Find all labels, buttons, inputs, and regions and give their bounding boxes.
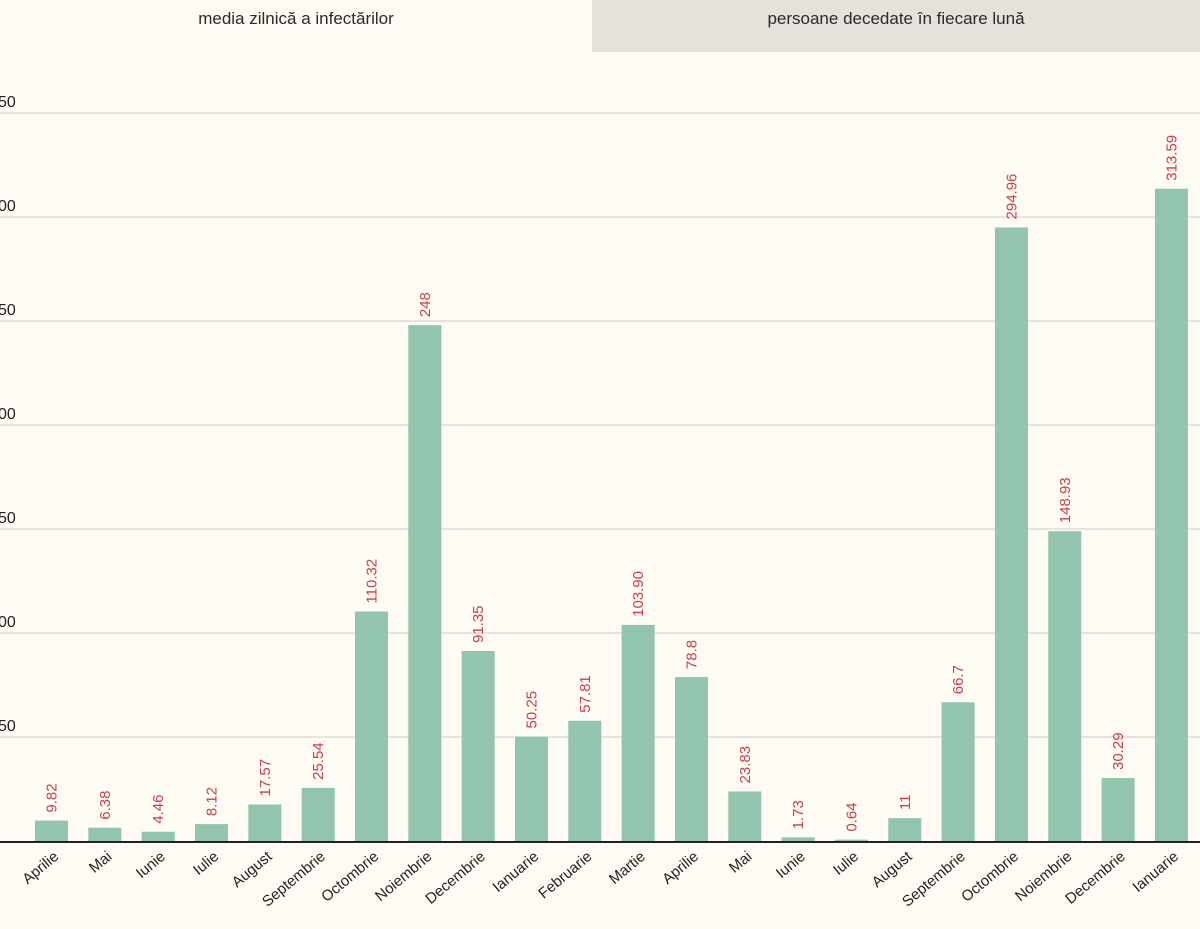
data-label-6: 110.32 xyxy=(363,559,380,604)
x-tick-label-18: Octombrie xyxy=(958,848,1022,905)
y-tick-label-2: 00 xyxy=(0,614,16,631)
x-tick-label-15: Iulie xyxy=(830,848,862,879)
bar-16 xyxy=(888,818,922,841)
data-label-12: 78.8 xyxy=(683,640,700,669)
bar-9 xyxy=(514,736,548,841)
y-tick-label-5: 50 xyxy=(0,302,16,319)
data-label-5: 25.54 xyxy=(310,742,327,780)
data-label-10: 57.81 xyxy=(577,675,594,713)
bar-19 xyxy=(1048,531,1082,841)
tab-daily-infections[interactable]: media zilnică a infectărilor xyxy=(0,0,592,52)
bar-3 xyxy=(194,824,228,841)
x-tick-label-13: Mai xyxy=(726,848,755,877)
bar-20 xyxy=(1101,777,1135,841)
x-tick-label-4: August xyxy=(229,848,276,892)
data-label-15: 0.64 xyxy=(843,802,860,831)
x-tick-label-2: Iunie xyxy=(133,848,169,882)
bar-4 xyxy=(248,804,282,841)
bar-18 xyxy=(994,227,1028,841)
data-label-7: 248 xyxy=(417,292,434,317)
data-label-18: 294.96 xyxy=(1003,174,1020,220)
tab-bar: media zilnică a infectărilor persoane de… xyxy=(0,0,1200,52)
x-tick-label-16: August xyxy=(869,848,916,892)
x-tick-label-3: Iulie xyxy=(190,848,222,879)
x-tick-label-6: Octombrie xyxy=(318,848,382,905)
data-label-1: 6.38 xyxy=(97,791,114,820)
data-label-2: 4.46 xyxy=(150,795,167,824)
bar-21 xyxy=(1154,188,1188,842)
x-tick-label-9: Ianuarie xyxy=(490,848,542,896)
bar-7 xyxy=(408,325,442,841)
x-tick-label-20: Decembrie xyxy=(1062,848,1128,908)
x-tick-label-1: Mai xyxy=(86,848,115,877)
tab-monthly-deaths-label: persoane decedate în fiecare lună xyxy=(767,9,1025,28)
bar-12 xyxy=(674,677,708,841)
bar-2 xyxy=(141,831,175,841)
bar-0 xyxy=(35,820,68,841)
tab-monthly-deaths[interactable]: persoane decedate în fiecare lună xyxy=(592,0,1200,52)
y-tick-label-7: 50 xyxy=(0,94,16,111)
bar-6 xyxy=(354,611,388,841)
data-label-16: 11 xyxy=(897,795,914,811)
data-label-0: 9.82 xyxy=(44,783,61,812)
data-label-19: 148.93 xyxy=(1057,477,1074,523)
x-tick-label-12: Aprilie xyxy=(659,848,702,888)
x-tick-label-8: Decembrie xyxy=(422,848,488,908)
x-tick-label-21: Ianuarie xyxy=(1130,848,1182,896)
y-tick-label-6: 00 xyxy=(0,198,16,215)
bar-14 xyxy=(781,837,815,841)
data-label-21: 313.59 xyxy=(1163,135,1180,181)
bar-1 xyxy=(88,827,122,841)
x-tick-label-11: Martie xyxy=(606,848,649,888)
bar-5 xyxy=(301,787,335,841)
data-label-11: 103.90 xyxy=(630,571,647,617)
data-label-8: 91.35 xyxy=(470,605,487,643)
bar-10 xyxy=(568,720,602,841)
data-label-13: 23.83 xyxy=(737,746,754,784)
x-tick-label-10: Februarie xyxy=(535,848,595,902)
x-tick-label-14: Iunie xyxy=(773,848,809,882)
data-label-3: 8.12 xyxy=(203,787,220,816)
y-tick-label-3: 50 xyxy=(0,510,16,527)
y-tick-label-4: 00 xyxy=(0,406,16,423)
bar-13 xyxy=(728,791,762,841)
tab-daily-infections-label: media zilnică a infectărilor xyxy=(198,9,394,28)
bar-11 xyxy=(621,624,655,841)
bar-17 xyxy=(941,702,975,841)
data-label-9: 50.25 xyxy=(523,691,540,729)
data-label-20: 30.29 xyxy=(1110,732,1127,770)
y-tick-label-1: 50 xyxy=(0,718,16,735)
bar-15 xyxy=(834,839,868,841)
data-label-14: 1.73 xyxy=(790,800,807,829)
data-label-4: 17.57 xyxy=(257,759,274,797)
bar-8 xyxy=(461,650,495,841)
x-tick-label-0: Aprilie xyxy=(19,848,62,888)
data-label-17: 66.7 xyxy=(950,665,967,694)
